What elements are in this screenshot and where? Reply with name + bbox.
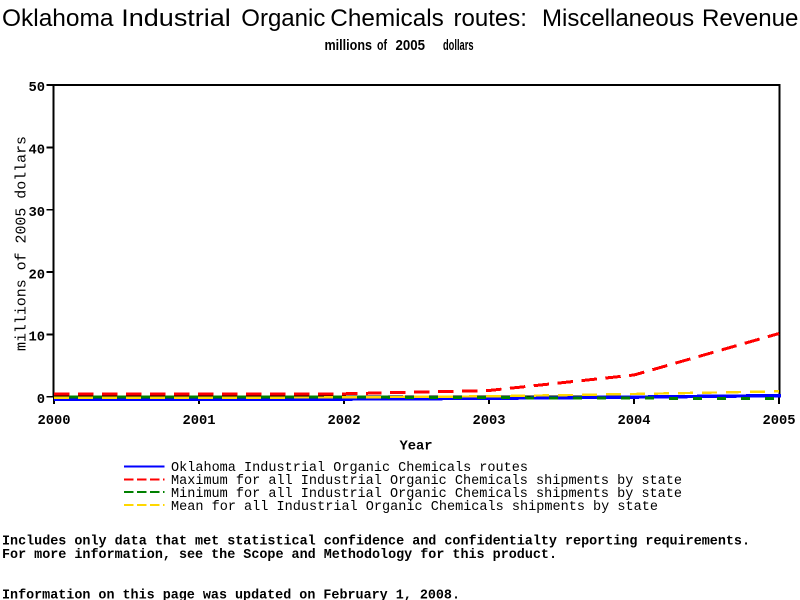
svg-text:40: 40 — [28, 144, 45, 159]
svg-text:Includes only data that met st: Includes only data that met statistical … — [2, 535, 750, 550]
svg-text:50: 50 — [28, 81, 45, 96]
svg-text:30: 30 — [28, 206, 45, 221]
svg-text:Year: Year — [399, 440, 432, 455]
svg-text:Oklahoma Industrial Organic Ch: Oklahoma Industrial Organic Chemicals ro… — [171, 461, 528, 476]
svg-text:2002: 2002 — [327, 414, 360, 429]
svg-text:Information on this page was u: Information on this page was updated on … — [2, 589, 460, 600]
svg-text:2000: 2000 — [37, 414, 70, 429]
svg-text:2004: 2004 — [617, 414, 650, 429]
svg-text:Mean for all Industrial Organi: Mean for all Industrial Organic Chemical… — [171, 500, 658, 515]
svg-text:millions of 2005 dollars: millions of 2005 dollars — [15, 136, 31, 351]
svg-text:2003: 2003 — [472, 414, 505, 429]
svg-text:10: 10 — [28, 331, 45, 346]
svg-text:Minimum for all Industrial Org: Minimum for all Industrial Organic Chemi… — [171, 487, 682, 502]
svg-text:Maximum for all Industrial Org: Maximum for all Industrial Organic Chemi… — [171, 474, 682, 489]
svg-text:2005: 2005 — [762, 414, 795, 429]
svg-text:For more information, see the: For more information, see the Scope and … — [2, 548, 557, 563]
svg-text:20: 20 — [28, 268, 45, 283]
svg-text:2001: 2001 — [182, 414, 215, 429]
svg-text:0: 0 — [37, 393, 45, 408]
